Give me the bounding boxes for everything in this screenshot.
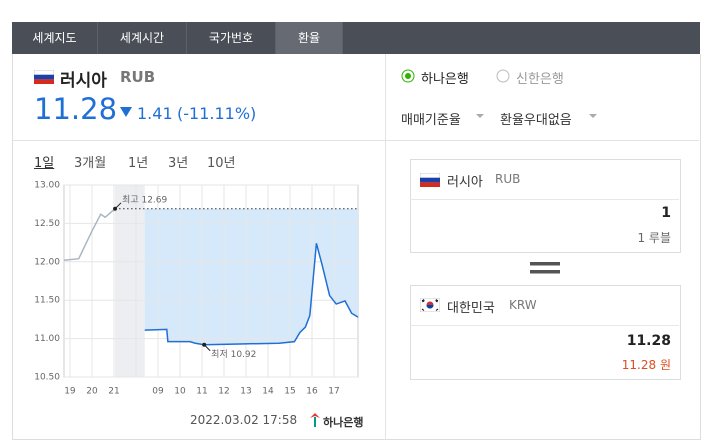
- rate: 11.28: [34, 92, 118, 126]
- x-tick-label: 19: [64, 387, 76, 397]
- x-tick-label: 14: [262, 387, 274, 397]
- flag-kr: [420, 298, 440, 312]
- night-band: [115, 185, 145, 377]
- change: 1.41: [137, 104, 173, 123]
- tab[interactable]: 국가번호: [187, 22, 276, 54]
- tab-bar: [12, 22, 700, 54]
- range-fill: [144, 208, 358, 345]
- from-name: 러시아: [447, 175, 483, 190]
- period[interactable]: 3년: [168, 156, 189, 171]
- x-tick-label: 09: [152, 387, 164, 397]
- y-tick-label: 12.00: [34, 257, 60, 267]
- to-code: KRW: [509, 298, 537, 312]
- y-tick-label: 11.00: [34, 334, 60, 344]
- line: [63, 208, 116, 262]
- radio-on[interactable]: [401, 69, 415, 83]
- x-tick-label: 20: [86, 387, 98, 397]
- converter-box: [410, 159, 681, 253]
- divider: [386, 140, 699, 141]
- flag-ru: [34, 70, 54, 84]
- x-tick-label: 11: [196, 387, 207, 397]
- divider: [13, 140, 385, 141]
- to-amount[interactable]: 11.28: [626, 333, 671, 349]
- from-code: RUB: [495, 172, 521, 186]
- bank-logo: [310, 413, 320, 427]
- box-header: [410, 159, 679, 200]
- y-tick-label: 13.00: [34, 181, 60, 191]
- tab-active[interactable]: 환율: [276, 22, 343, 54]
- annotation-leader: [203, 344, 211, 352]
- y-tick-label: 11.50: [34, 296, 60, 306]
- from-amount[interactable]: 1: [661, 205, 671, 221]
- annotation: 최저 10.92: [211, 349, 256, 360]
- tab[interactable]: 세계지도: [12, 22, 98, 54]
- x-tick-label: 16: [306, 387, 318, 397]
- period[interactable]: 10년: [207, 156, 236, 171]
- caret: [476, 114, 484, 118]
- flag-ru: [420, 173, 440, 187]
- down-arrow: [120, 107, 132, 117]
- x-tick-label: 17: [328, 387, 339, 397]
- period-active[interactable]: 1일: [34, 156, 55, 171]
- tab[interactable]: 세계시간: [98, 22, 187, 54]
- x-tick-label: 12: [218, 387, 229, 397]
- period[interactable]: 3개월: [74, 156, 107, 171]
- dropdown[interactable]: 환율우대없음: [500, 113, 572, 128]
- to-unit: 11.28 원: [621, 358, 671, 372]
- bank-option[interactable]: 하나은행: [421, 72, 469, 87]
- panel: [12, 54, 701, 440]
- annotation-leader: [114, 202, 122, 210]
- annotation: 최고 12.69: [122, 194, 167, 205]
- caret: [589, 114, 597, 118]
- x-tick-label: 15: [284, 387, 295, 397]
- equals: [530, 262, 560, 274]
- to-name: 대한민국: [447, 301, 495, 316]
- chart: 10.50 11.00 11.50 12.00 12.50 13.00 19 20 21 09 10…: [34, 181, 359, 397]
- timestamp: 2022.03.02 17:58: [190, 413, 298, 427]
- y-tick-label: 10.50: [34, 373, 60, 383]
- from-unit: 1 루블: [637, 231, 671, 245]
- period[interactable]: 1년: [128, 156, 149, 171]
- box-header: [410, 285, 679, 326]
- currency-code: RUB: [120, 68, 156, 86]
- x-tick-label: 21: [108, 387, 119, 397]
- change-pct: (-11.11%): [177, 104, 257, 123]
- y-tick-label: 12.50: [34, 219, 60, 229]
- moon-icon: [133, 386, 138, 395]
- bank-option[interactable]: 신한은행: [516, 72, 564, 87]
- currency-name: 러시아: [60, 71, 107, 91]
- bank-name: 하나은행: [323, 416, 364, 429]
- dropdown[interactable]: 매매기준율: [401, 113, 461, 128]
- radio-off[interactable]: [496, 69, 510, 83]
- divider: [385, 54, 386, 440]
- x-tick-label: 13: [240, 387, 251, 397]
- line: [144, 243, 359, 346]
- converter-box: [410, 285, 681, 380]
- x-tick-label: 10: [174, 387, 186, 397]
